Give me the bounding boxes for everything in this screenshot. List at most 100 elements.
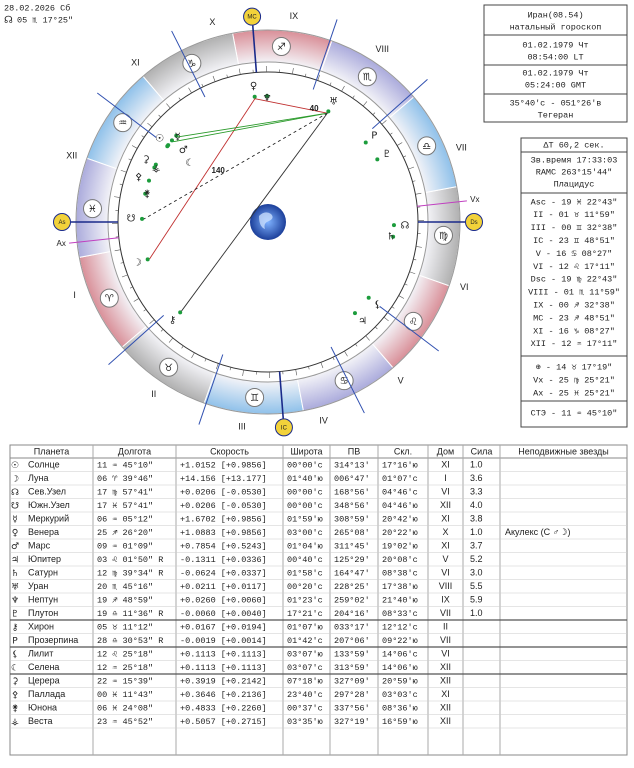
degree-tick xyxy=(204,358,207,362)
table-cell: V xyxy=(442,554,448,564)
house-cusp: V - 16 ♋ 08°27" xyxy=(536,249,613,259)
table-cell: ⚸ xyxy=(12,650,19,660)
angle-badge xyxy=(465,213,483,231)
table-cell: 12 ♒ 25°18" xyxy=(97,663,153,673)
table-cell: 17°38'ю xyxy=(382,582,418,592)
table-cell: 19 ♐ 48°59" xyxy=(97,596,153,606)
vertex-line xyxy=(417,200,467,207)
degree-tick xyxy=(308,366,310,370)
table-cell: +0.3919 [+0.2142] xyxy=(180,677,267,687)
table-cell: ♄ xyxy=(11,569,19,579)
sidereal-time: Зв.время 17:33:03 xyxy=(531,155,618,165)
table-cell: 20°59'ю xyxy=(382,677,418,687)
table-cell: 07°18'ю xyxy=(287,677,323,687)
table-cell: 03°03'c xyxy=(382,690,418,700)
table-cell: 12 ♌ 25°18" xyxy=(97,650,153,660)
degree-tick xyxy=(114,196,121,198)
sign-glyph: ♈ xyxy=(105,294,114,305)
table-cell: 17 ♓ 57°41" xyxy=(97,501,153,511)
table-cell: ⚳ xyxy=(12,677,19,687)
sign-glyph: ♋ xyxy=(340,376,349,387)
info-line: 01.02.1979 Чт xyxy=(522,68,588,78)
angle-label: IC xyxy=(281,425,288,431)
table-cell: 23 ♒ 45°52" xyxy=(97,717,153,727)
table-cell: +0.0211 [+0.0117] xyxy=(180,582,267,592)
table-cell: IX xyxy=(441,595,450,605)
table-cell: 00°40'c xyxy=(287,555,323,565)
table-cell: 01°58'c xyxy=(287,569,323,579)
house-numeral: VII xyxy=(456,143,467,153)
house-cusp-line xyxy=(312,19,338,90)
house-cusp: Asc - 19 ♓ 22°43" xyxy=(531,197,618,207)
degree-tick xyxy=(355,343,358,347)
degree-tick xyxy=(415,246,422,248)
table-cell: 1.0 xyxy=(470,608,483,618)
point: Ax - 25 ♓ 25°21" xyxy=(533,388,615,398)
aspect-label: 40 xyxy=(310,104,319,113)
table-cell: +0.4833 [+0.2260] xyxy=(180,704,267,714)
house-numeral: IX xyxy=(290,11,299,21)
degree-tick xyxy=(131,145,138,149)
info-line: Тегеран xyxy=(538,110,574,120)
table-cell: 327°19' xyxy=(334,717,370,727)
sign-glyph: ♍ xyxy=(439,231,448,242)
table-cell: -0.1311 [+0.0336] xyxy=(180,555,267,565)
info-line: натальный гороскоп xyxy=(510,22,602,32)
table-cell: VIII xyxy=(439,581,453,591)
table-cell: +0.7854 [+0.5243] xyxy=(180,542,267,552)
degree-tick xyxy=(332,357,335,361)
column-header: Планета xyxy=(34,446,69,456)
degree-tick xyxy=(147,122,153,128)
table-cell: 125°29' xyxy=(334,555,370,565)
table-cell: 00 ♓ 11°43" xyxy=(97,690,153,700)
table-cell: Юпитер xyxy=(28,554,61,564)
planet-glyph: ⚸ xyxy=(374,299,381,310)
degree-tick xyxy=(114,249,121,252)
table-cell: Веста xyxy=(28,716,53,726)
planet-dot xyxy=(391,234,396,239)
table-cell: VII xyxy=(440,608,451,618)
house-cusp: III - 00 ♊ 32°38" xyxy=(531,223,618,233)
delta-t: ΔT 60,2 сек. xyxy=(543,140,604,150)
sign-badge xyxy=(245,387,265,407)
table-cell: +0.0206 [-0.0530] xyxy=(180,488,267,498)
table-cell: 006°47' xyxy=(334,474,370,484)
table-cell: +1.0883 [+0.9856] xyxy=(180,528,267,538)
table-cell: 21°40'ю xyxy=(382,596,418,606)
house-numeral: V xyxy=(398,375,404,385)
point: Vx - 25 ♍ 25°21" xyxy=(533,375,615,385)
planet-glyph: ☋ xyxy=(127,214,136,225)
table-cell: ⚵ xyxy=(12,704,19,714)
degree-tick xyxy=(120,262,124,264)
planet-glyph: ☊ xyxy=(401,220,410,231)
planet-glyph: ♆ xyxy=(263,93,272,104)
house-cusp-line xyxy=(171,30,206,98)
planet-dot xyxy=(252,94,257,99)
table-cell: 204°16' xyxy=(334,609,370,619)
table-cell: XI xyxy=(441,541,450,551)
degree-tick xyxy=(375,326,378,330)
degree-tick xyxy=(295,369,298,376)
table-cell: 22 ♒ 15°39" xyxy=(97,677,153,687)
planet-dot xyxy=(366,295,371,300)
table-cell: 11 ♒ 45°10" xyxy=(97,461,153,471)
table-cell: +0.0167 [+0.0194] xyxy=(180,623,267,633)
degree-tick xyxy=(292,68,294,75)
aspect-line xyxy=(254,98,328,114)
table-cell: Акулекс (С ♂☽) xyxy=(505,527,570,537)
table-cell: 133°59' xyxy=(334,650,370,660)
table-cell: ♆ xyxy=(11,596,19,606)
table-cell: Луна xyxy=(28,473,48,483)
table-cell: 25 ♐ 26°20" xyxy=(97,528,153,538)
degree-tick xyxy=(391,306,395,309)
sign-badge xyxy=(403,311,423,331)
table-cell: Нептун xyxy=(28,595,58,605)
table-cell: 1.0 xyxy=(470,527,483,537)
table-cell: 08°38'c xyxy=(382,569,418,579)
table-cell: VI xyxy=(441,487,450,497)
planet-dot xyxy=(146,178,151,183)
table-cell: 314°13' xyxy=(334,461,370,471)
sign-glyph: ♌ xyxy=(409,317,418,328)
degree-tick xyxy=(381,120,387,125)
table-cell: 12°12'c xyxy=(382,623,418,633)
